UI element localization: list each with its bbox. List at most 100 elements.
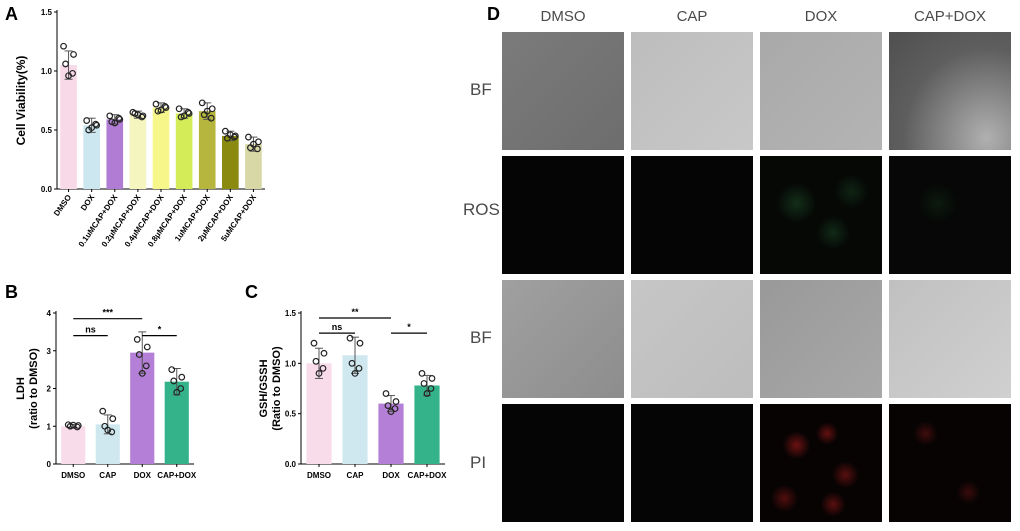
y-tick-label: 1 (47, 422, 52, 431)
data-point (109, 415, 117, 423)
micrograph-ros-cap (631, 156, 753, 274)
y-axis-label-units: (Ratio to DMSO) (271, 346, 283, 431)
micrograph-ros-dmso (502, 156, 624, 274)
data-point (315, 370, 323, 377)
y-tick-label: 3 (47, 347, 52, 356)
data-point (198, 99, 206, 107)
data-point (138, 370, 146, 377)
panel-letter-b: B (5, 282, 18, 302)
bar (378, 403, 404, 464)
data-point (70, 51, 77, 58)
data-point (250, 140, 257, 148)
micrograph-pi-dox (760, 404, 882, 522)
data-point (348, 359, 356, 367)
chart-c: 0.0 0.5 1.0 1.5 GSH/GSSH (Ratio to DMSO) DMSO C… (258, 307, 447, 480)
panel-letter-d: D (487, 4, 500, 24)
bar (152, 107, 170, 189)
data-point (418, 370, 426, 377)
data-point (387, 408, 395, 416)
data-point (245, 133, 252, 141)
data-point (168, 366, 176, 374)
data-point (131, 110, 139, 117)
data-point (221, 127, 229, 135)
micrograph-bf2-dox (760, 280, 882, 398)
y-tick-label: 2 (47, 385, 52, 394)
column-label-dmso: DMSO (540, 8, 586, 25)
data-point (177, 385, 185, 392)
data-point (420, 380, 428, 387)
bar (414, 385, 440, 464)
data-point (382, 390, 390, 397)
category-label: CAP (99, 471, 117, 480)
micrograph-bf-dmso (502, 32, 624, 150)
data-point (142, 362, 150, 370)
data-point (351, 370, 359, 377)
category-label: CAP+DOX (408, 471, 448, 480)
significance-label: ns (85, 325, 96, 335)
category-label: DMSO (307, 471, 331, 480)
y-axis-label: GSH/GSSH (258, 359, 270, 417)
data-point (254, 145, 261, 153)
bar (198, 111, 216, 189)
panel-letter-a: A (5, 4, 18, 24)
panel-letter-c: C (245, 282, 258, 302)
category-label: DOX (134, 471, 152, 480)
data-point (170, 377, 178, 385)
significance-label: * (158, 325, 162, 335)
data-point (143, 343, 151, 351)
data-point (134, 111, 142, 119)
data-point (180, 112, 188, 120)
data-point (65, 72, 72, 80)
data-point (310, 339, 318, 347)
data-point (152, 100, 160, 108)
data-point (384, 402, 392, 410)
significance-label: ns (332, 322, 343, 332)
bar (129, 114, 147, 189)
data-point (355, 364, 363, 372)
y-axis-label-units: (ratio to DMSO) (28, 348, 40, 429)
data-point (226, 131, 234, 139)
data-point (108, 428, 116, 436)
data-point (73, 423, 81, 431)
data-point (99, 407, 107, 415)
bar (61, 426, 86, 464)
data-point (392, 398, 400, 405)
row-label-pi: PI (470, 453, 487, 472)
bar (60, 65, 77, 189)
bar (106, 119, 124, 189)
data-point (207, 114, 215, 122)
category-label: DMSO (52, 193, 73, 218)
data-point (66, 422, 74, 430)
micrograph-pi-cap (631, 404, 753, 522)
micrograph-bf2-cap (631, 280, 753, 398)
significance-label: ** (351, 307, 359, 317)
data-point (108, 118, 116, 126)
category-label: DOX (79, 192, 97, 212)
data-point (423, 390, 431, 397)
data-point (320, 349, 328, 357)
data-point (427, 385, 435, 392)
category-label: DOX (382, 471, 400, 480)
data-point (116, 115, 124, 123)
data-point (154, 107, 162, 115)
data-point (88, 124, 96, 132)
row-label-ros: ROS (463, 200, 500, 219)
column-label-cap: CAP (676, 8, 708, 25)
y-tick-label: 1.0 (41, 67, 53, 76)
data-point (184, 108, 192, 116)
data-point (133, 336, 141, 343)
y-tick-label: 1.5 (41, 8, 53, 17)
data-point (319, 364, 327, 372)
micrograph-pi-cap-dox (889, 404, 1011, 522)
y-tick-label: 4 (47, 309, 52, 318)
data-point (157, 106, 165, 114)
data-point (62, 60, 69, 68)
micrograph-bf-cap (631, 32, 753, 150)
y-tick-label: 0.0 (41, 185, 53, 194)
data-point (111, 119, 119, 127)
y-axis-label: Cell Viability(%) (14, 56, 28, 146)
category-label: CAP (347, 471, 365, 480)
significance-label: * (407, 322, 411, 332)
category-label: CAP+DOX (157, 471, 197, 480)
